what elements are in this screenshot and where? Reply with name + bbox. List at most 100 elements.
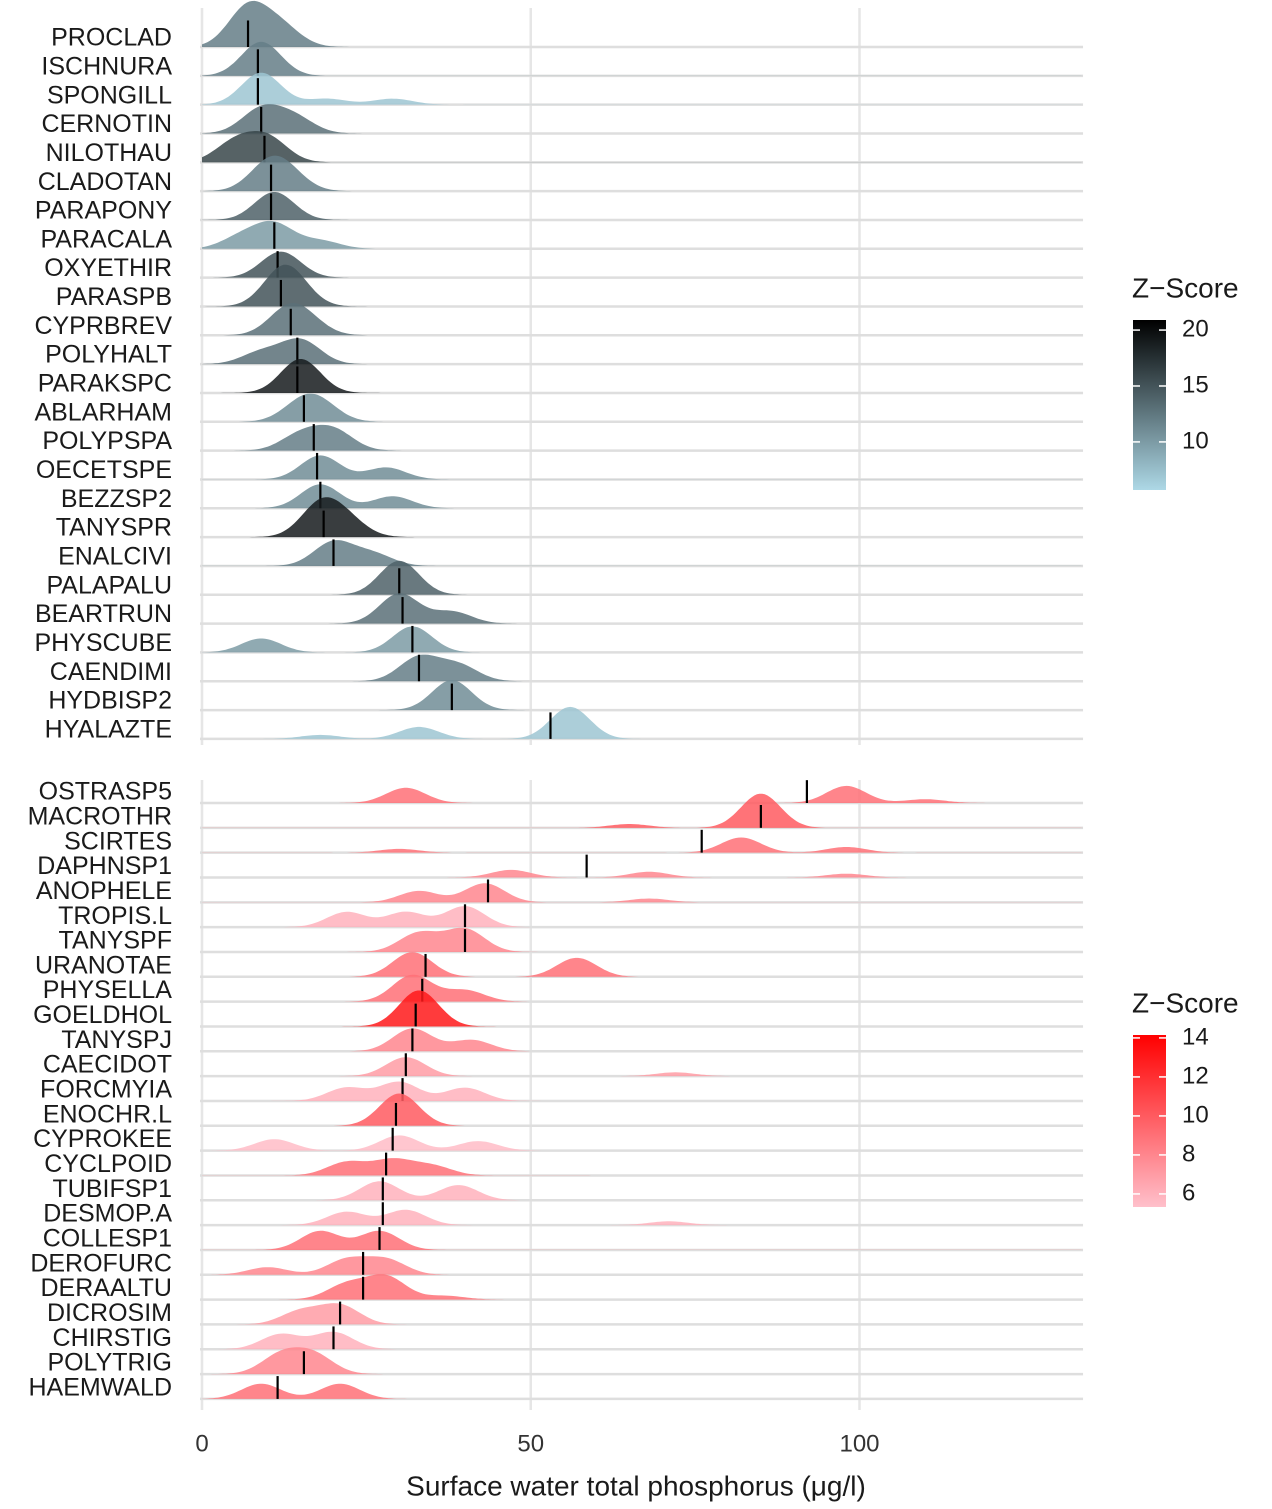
ridge — [202, 1230, 1084, 1250]
row-label: ENALCIVI — [58, 543, 172, 571]
x-tick-label: 0 — [195, 1430, 208, 1457]
ridge — [202, 131, 1084, 163]
row-label: BEARTRUN — [35, 600, 172, 628]
legend-title: Z−Score — [1132, 272, 1239, 303]
row-label: FORCMYIA — [40, 1076, 172, 1104]
ridge — [202, 72, 1084, 105]
row-label: DERAALTU — [40, 1274, 172, 1302]
row-label: TANYSPR — [56, 514, 172, 542]
row-label: ABLARHAM — [34, 398, 172, 426]
ridge — [202, 359, 1084, 393]
ridge — [202, 251, 1084, 278]
legend-tick-label: 10 — [1182, 1101, 1209, 1128]
legend-tick-label: 8 — [1182, 1140, 1195, 1167]
ridge — [202, 593, 1084, 624]
row-label: TUBIFSP1 — [53, 1175, 172, 1203]
row-label: PARAPONY — [35, 197, 172, 225]
ridge — [202, 927, 1084, 952]
row-label: PROCLAD — [51, 24, 172, 52]
ridge — [202, 1093, 1084, 1126]
ridge — [202, 560, 1084, 595]
row-label: MACROTHR — [28, 802, 172, 830]
ridge — [202, 793, 1084, 828]
row-label: DAPHNSP1 — [37, 852, 172, 880]
ridge — [202, 484, 1084, 509]
row-label: PARACALA — [40, 225, 172, 253]
ridge — [202, 1158, 1084, 1176]
row-label: PARAKSPC — [38, 370, 172, 398]
row-label: GOELDHOL — [33, 1001, 172, 1029]
ridge — [202, 706, 1084, 739]
ridge — [202, 455, 1084, 480]
ridge — [202, 952, 1084, 977]
row-label: POLYHALT — [45, 341, 172, 369]
ridge — [202, 785, 1084, 803]
row-label: HAEMWALD — [28, 1374, 172, 1402]
ridge — [202, 1028, 1084, 1052]
x-tick-label: 50 — [517, 1430, 544, 1457]
row-label: SPONGILL — [47, 81, 172, 109]
row-label: ENOCHR.L — [43, 1100, 172, 1128]
row-label: CERNOTIN — [41, 110, 172, 138]
row-label: OXYETHIR — [44, 254, 172, 282]
legend-title: Z−Score — [1132, 987, 1239, 1018]
row-label: ISCHNURA — [41, 52, 172, 80]
row-label: PHYSELLA — [43, 976, 173, 1004]
row-label: POLYPSPA — [42, 427, 172, 455]
ridge — [202, 869, 1084, 878]
legend-colorbar — [1133, 320, 1166, 490]
ridge — [202, 906, 1084, 928]
row-label: HYALAZTE — [45, 716, 172, 744]
ridge — [202, 626, 1084, 653]
row-label: URANOTAE — [35, 951, 172, 979]
ridge — [202, 220, 1084, 249]
row-label: ANOPHELE — [36, 877, 172, 905]
row-label: TANYSPJ — [61, 1026, 172, 1054]
legend-tick-label: 10 — [1182, 427, 1209, 454]
row-label: TANYSPF — [59, 927, 172, 955]
ridge — [202, 264, 1084, 307]
legend-tick-label: 6 — [1182, 1179, 1195, 1206]
row-label: BEZZSP2 — [61, 485, 172, 513]
legend-colorbar — [1133, 1035, 1166, 1207]
row-label: CYPRBREV — [34, 312, 172, 340]
ridge — [202, 1347, 1084, 1375]
ridge — [202, 540, 1084, 566]
x-axis-title: Surface water total phosphorus (μg/l) — [406, 1470, 866, 1501]
row-label: PALAPALU — [46, 571, 172, 599]
legend-tick-label: 12 — [1182, 1062, 1209, 1089]
ridge — [202, 1256, 1084, 1275]
row-label: CAECIDOT — [43, 1051, 172, 1079]
row-label: POLYTRIG — [47, 1349, 172, 1377]
ridge — [202, 41, 1084, 76]
ridge — [202, 990, 1084, 1027]
legend-tick-label: 20 — [1182, 315, 1209, 342]
row-label: DESMOP.A — [43, 1200, 172, 1228]
ridge — [202, 424, 1084, 451]
row-label: CYPROKEE — [33, 1125, 172, 1153]
ridge — [202, 1135, 1084, 1151]
ridge — [202, 1057, 1084, 1077]
ridge — [202, 155, 1084, 192]
x-tick-label: 100 — [839, 1430, 879, 1457]
ridge — [202, 1181, 1084, 1201]
row-label: SCIRTES — [64, 827, 172, 855]
row-label: NILOTHAU — [46, 139, 172, 167]
row-label: COLLESP1 — [43, 1225, 172, 1253]
ridge — [202, 303, 1084, 336]
ridge — [202, 654, 1084, 682]
row-label: PHYSCUBE — [34, 629, 172, 657]
ridge — [202, 974, 1084, 1002]
row-label: HYDBISP2 — [48, 687, 172, 715]
ridge — [202, 883, 1084, 903]
ridge — [202, 1383, 1084, 1399]
row-label: CHIRSTIG — [53, 1324, 172, 1352]
row-label: TROPIS.L — [58, 902, 172, 930]
legend-tick-label: 14 — [1182, 1023, 1209, 1050]
ridge — [202, 192, 1084, 220]
ridge — [202, 1274, 1084, 1300]
row-label: OECETSPE — [36, 456, 172, 484]
row-label: PARASPB — [56, 283, 172, 311]
row-label: CAENDIMI — [50, 658, 172, 686]
